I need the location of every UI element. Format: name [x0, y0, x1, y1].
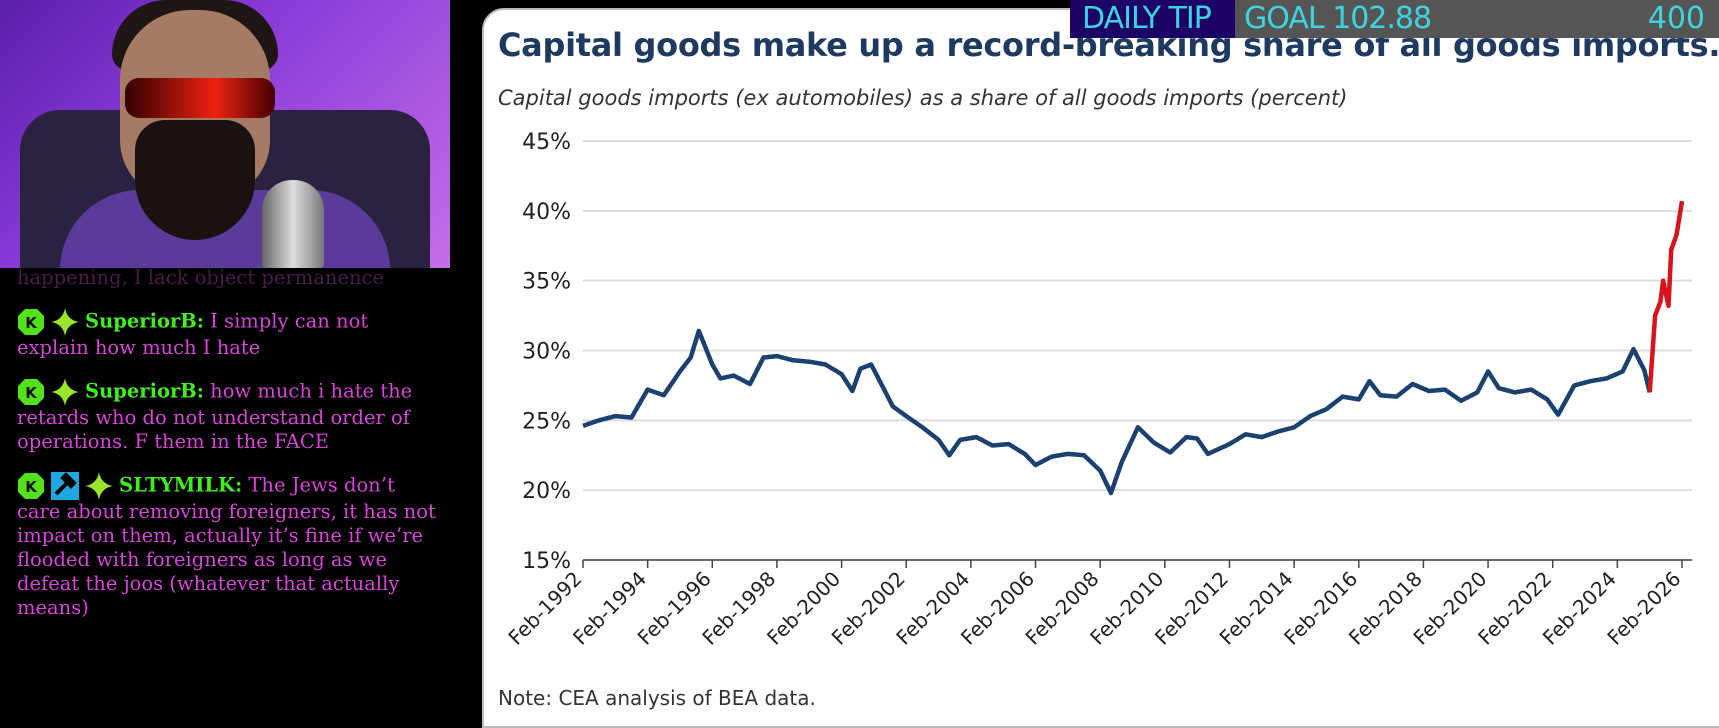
goal-target: 400: [1647, 1, 1705, 36]
chat-username[interactable]: SuperiorB:: [85, 309, 204, 333]
kick-icon: K: [17, 379, 51, 405]
tip-goal-bar: DAILY TIP GOAL 102.88 400: [1070, 0, 1719, 38]
y-tick-label: 15%: [522, 549, 571, 574]
goal-amount: GOAL 102.88: [1244, 1, 1432, 36]
y-tick-label: 45%: [522, 130, 571, 155]
chart-panel: [482, 8, 1719, 728]
chat-faded-line: happening, I lack object permanence: [17, 266, 384, 289]
sparkle-icon: [51, 308, 85, 336]
y-tick-label: 40%: [522, 200, 571, 225]
chat-text: how much i hate the retards who do not u…: [17, 379, 413, 454]
webcam-feed: [0, 0, 450, 268]
svg-text:K: K: [25, 314, 38, 332]
y-tick-label: 20%: [522, 479, 571, 504]
moderator-hammer-icon: [51, 472, 85, 500]
chat-message: K SuperiorB: how much i hate the retards …: [17, 378, 440, 454]
y-tick-label: 30%: [522, 340, 571, 365]
chat-username[interactable]: SuperiorB:: [85, 379, 204, 403]
svg-text:K: K: [25, 384, 38, 402]
streamer-beard: [135, 120, 255, 240]
daily-tip-label: DAILY TIP: [1070, 0, 1235, 38]
chat-overlay: happening, I lack object permanence K Sup…: [0, 266, 450, 720]
sparkle-icon: [51, 378, 85, 406]
y-tick-label: 25%: [522, 409, 571, 434]
chat-message: K SLTYMILK: The Jews don’t care about rem…: [17, 472, 440, 620]
kick-icon: K: [17, 309, 51, 335]
chat-username[interactable]: SLTYMILK:: [119, 473, 243, 497]
kick-icon: K: [17, 473, 51, 499]
chart-subtitle: Capital goods imports (ex automobiles) a…: [498, 86, 1348, 110]
chat-message: K SuperiorB: I simply can not explain how…: [17, 308, 440, 360]
series-line-0: [582, 328, 1652, 496]
sparkle-icon: [85, 472, 119, 500]
chat-text: I simply can not explain how much I hate: [17, 309, 369, 360]
sunglasses: [125, 78, 275, 118]
chat-text: The Jews don’t care about removing forei…: [17, 473, 436, 620]
y-tick-label: 35%: [522, 270, 571, 295]
svg-text:K: K: [25, 478, 38, 496]
chart-note: Note: CEA analysis of BEA data.: [498, 686, 816, 710]
series-line-1: [1647, 200, 1685, 393]
microphone: [262, 180, 324, 268]
line-chart: 15%20%25%30%35%40%45%Feb-1992Feb-1994Feb…: [503, 130, 1692, 650]
